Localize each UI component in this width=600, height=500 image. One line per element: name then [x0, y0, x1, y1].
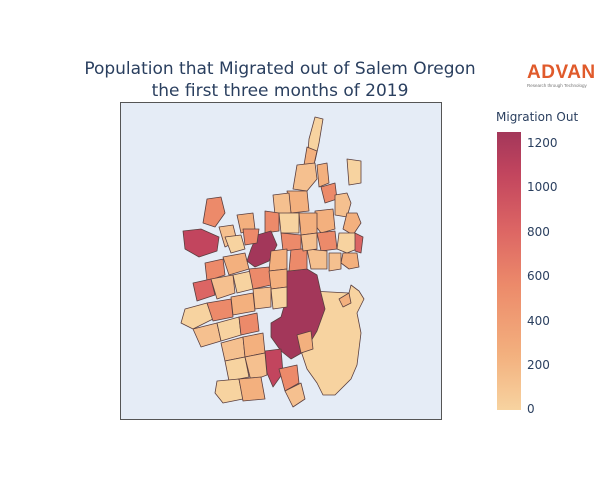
tract-center-b [298, 212, 318, 236]
tract-south-g [278, 364, 300, 392]
tract-mid-east-c [306, 248, 328, 270]
title-line-2: the first three months of 2019 [151, 81, 409, 101]
tract-east-a [336, 232, 358, 254]
tract-center-d [300, 232, 318, 252]
tract-center-c [280, 232, 302, 252]
chart-title: Population that Migrated out of Salem Or… [60, 58, 500, 102]
tract-center-h [252, 286, 272, 310]
tract-southwest-c [230, 292, 256, 316]
tract-south-c [224, 356, 250, 382]
tract-mid-east-b [316, 230, 338, 252]
tract-west-e [242, 228, 260, 246]
tract-center-a [278, 212, 300, 234]
tract-east-d [328, 252, 342, 272]
tract-southwest-a [180, 302, 214, 330]
tract-north-mid-b [272, 192, 292, 216]
tract-south-h [284, 382, 306, 408]
tract-west-coast-a [202, 196, 226, 228]
advan-logo: ADVAN Research through Technology [527, 63, 597, 89]
colorbar-tick-0: 0 [527, 402, 535, 416]
logo-tagline: Research through Technology [527, 83, 587, 88]
tract-east-c [340, 252, 360, 270]
tract-southwest-f [238, 312, 260, 336]
legend-title: Migration Out [496, 110, 579, 124]
tract-east-notch [338, 292, 352, 308]
tract-southwest-e [216, 316, 242, 342]
tract-north-3 [292, 162, 318, 192]
tract-northeast-c [342, 212, 362, 236]
tract-south-f [238, 376, 266, 402]
tract-east-b [354, 232, 364, 254]
tract-mid-east-d [288, 248, 308, 272]
tract-west-c [224, 234, 246, 254]
colorbar [497, 132, 521, 410]
tract-southwest-b [206, 298, 234, 322]
colorbar-tick-1000: 1000 [527, 180, 558, 194]
tract-north-mid-c [264, 210, 280, 234]
tract-southeast-small [296, 330, 314, 354]
tract-west-g [192, 278, 216, 302]
tract-south-magenta [264, 348, 284, 388]
colorbar-tick-200: 200 [527, 358, 550, 372]
choropleth-map[interactable] [121, 103, 441, 419]
logo-brand-text: ADVAN [527, 62, 596, 83]
tract-center-f [248, 266, 272, 290]
colorbar-tick-1200: 1200 [527, 136, 558, 150]
title-line-1: Population that Migrated out of Salem Or… [84, 59, 476, 79]
tract-west-i [210, 274, 236, 300]
tract-north-east-1 [316, 162, 330, 188]
tract-northeast-b [334, 192, 352, 218]
tract-far-northeast [346, 158, 362, 186]
tract-west-h [222, 252, 250, 276]
tract-center-g [268, 268, 288, 290]
tract-center-e [268, 248, 288, 272]
tract-mid-east-a [314, 208, 336, 234]
tract-south-e [214, 378, 244, 404]
colorbar-tick-600: 600 [527, 269, 550, 283]
tract-west-f [204, 258, 226, 282]
tract-west-pink [182, 228, 220, 258]
tract-center-i [270, 286, 288, 310]
tract-highlight-west [246, 230, 278, 268]
tract-south-d [244, 352, 268, 382]
colorbar-tick-400: 400 [527, 314, 550, 328]
map-area[interactable] [120, 102, 442, 420]
colorbar-tick-800: 800 [527, 225, 550, 239]
